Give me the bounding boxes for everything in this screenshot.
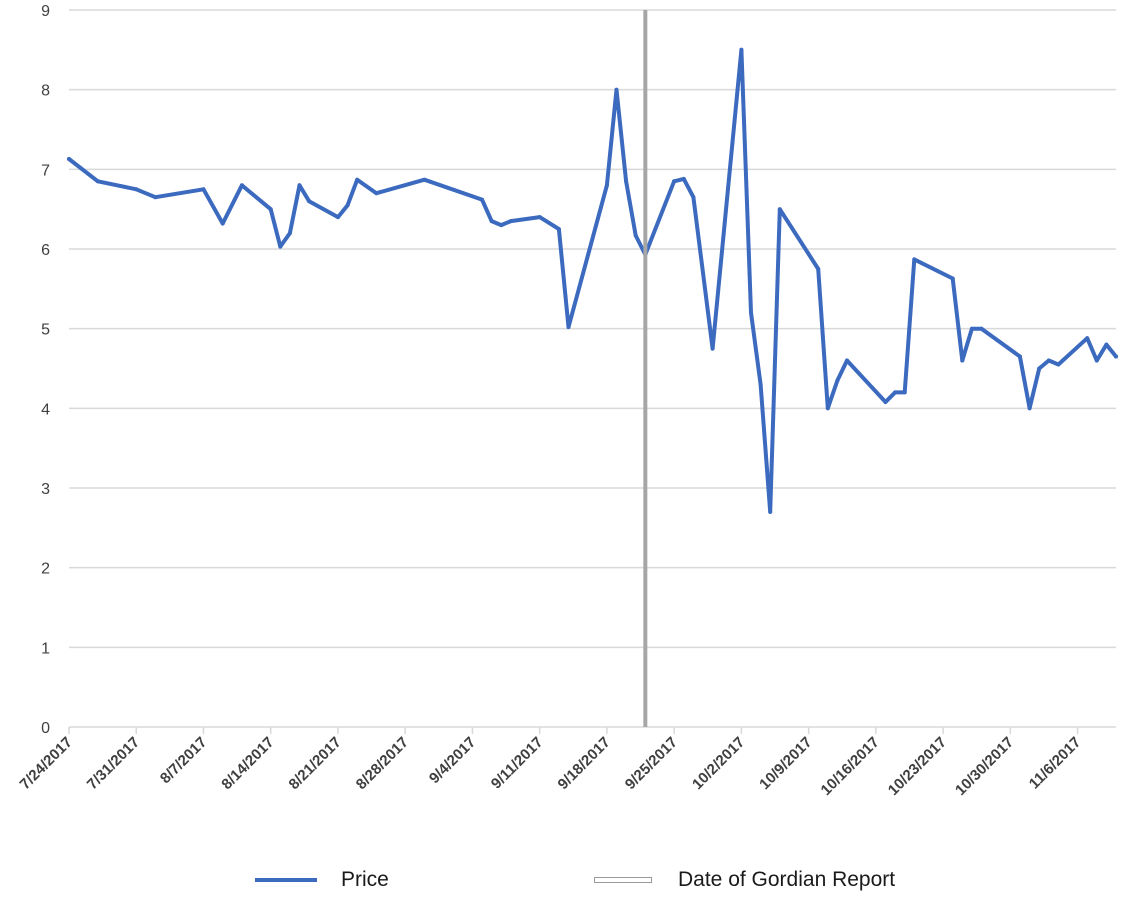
data-point xyxy=(355,177,360,182)
x-tick-label: 10/30/2017 xyxy=(952,734,1017,799)
x-tick-label: 8/14/2017 xyxy=(218,734,277,793)
data-point xyxy=(739,47,744,52)
data-point xyxy=(336,215,340,220)
data-point xyxy=(556,227,561,232)
data-point xyxy=(749,310,753,315)
y-tick-label: 6 xyxy=(41,242,50,259)
x-tick-label: 11/6/2017 xyxy=(1026,734,1085,793)
data-point xyxy=(278,244,283,249)
data-point xyxy=(893,390,898,395)
gridlines xyxy=(69,9,1116,728)
data-point xyxy=(960,358,965,363)
data-point xyxy=(95,179,100,184)
data-point xyxy=(297,183,302,188)
data-point xyxy=(768,509,773,514)
y-tick-label: 5 xyxy=(41,322,50,339)
data-point xyxy=(691,195,696,200)
data-point xyxy=(758,382,763,387)
data-point xyxy=(499,223,504,228)
x-tick-label: 10/16/2017 xyxy=(818,734,883,799)
data-point xyxy=(681,176,686,181)
y-tick-label: 7 xyxy=(41,162,50,179)
data-point xyxy=(307,199,312,204)
data-point xyxy=(1037,366,1042,371)
data-point xyxy=(67,157,71,161)
data-point xyxy=(1027,406,1032,411)
data-point xyxy=(480,197,484,202)
data-point xyxy=(883,400,888,404)
x-tick-label: 7/24/2017 xyxy=(17,734,76,793)
data-point xyxy=(710,346,715,351)
data-point xyxy=(816,266,821,271)
data-point xyxy=(1056,362,1061,367)
data-point xyxy=(134,187,139,192)
data-point xyxy=(672,179,677,184)
x-tick-label: 8/28/2017 xyxy=(353,734,412,793)
legend-label-gordian-report: Date of Gordian Report xyxy=(678,868,896,891)
legend: Price Date of Gordian Report xyxy=(0,868,1121,898)
line-chart: 0 1 2 3 4 5 6 7 8 9 7/24/2017 7/31/2017 8/7/2017 8/1… xyxy=(17,3,1118,799)
data-point xyxy=(489,219,494,224)
x-axis-ticks: 7/24/2017 7/31/2017 8/7/2017 8/14/2017 8/21/… xyxy=(17,727,1085,799)
data-point xyxy=(614,87,619,92)
data-point xyxy=(268,207,273,212)
data-point xyxy=(1114,354,1118,359)
data-point xyxy=(537,215,542,220)
y-tick-label: 3 xyxy=(41,481,50,498)
x-tick-label: 10/23/2017 xyxy=(885,734,950,799)
data-point xyxy=(902,390,907,395)
data-point xyxy=(220,221,225,226)
legend-swatch-gordian-report xyxy=(594,877,652,883)
x-tick-label: 8/21/2017 xyxy=(286,734,345,793)
x-tick-label: 10/9/2017 xyxy=(756,734,815,793)
y-tick-label: 0 xyxy=(41,720,50,737)
data-point xyxy=(633,233,638,238)
data-point xyxy=(374,191,379,196)
legend-item-price: Price xyxy=(255,868,389,892)
data-point xyxy=(566,325,571,330)
y-tick-label: 9 xyxy=(41,3,50,20)
data-point xyxy=(1094,358,1099,363)
data-point xyxy=(1046,358,1051,363)
x-tick-label: 10/2/2017 xyxy=(689,734,748,793)
data-point xyxy=(912,257,917,262)
x-tick-label: 9/25/2017 xyxy=(622,734,681,793)
data-point xyxy=(239,183,244,188)
y-tick-label: 8 xyxy=(41,83,50,100)
legend-swatch-price xyxy=(255,878,317,882)
y-axis-ticks: 0 1 2 3 4 5 6 7 8 9 xyxy=(41,3,50,737)
data-point xyxy=(845,358,849,363)
data-point xyxy=(508,219,513,224)
x-tick-label: 8/7/2017 xyxy=(157,734,210,787)
data-point xyxy=(1017,354,1022,359)
data-point xyxy=(979,326,984,331)
x-tick-label: 7/31/2017 xyxy=(84,734,143,793)
data-point xyxy=(201,187,206,192)
data-point xyxy=(835,378,840,383)
x-tick-label: 9/18/2017 xyxy=(555,734,614,793)
series-group xyxy=(67,47,1118,514)
data-point xyxy=(1104,342,1109,347)
data-point xyxy=(345,203,350,208)
data-point xyxy=(624,179,629,184)
data-point xyxy=(153,195,158,200)
data-point xyxy=(1085,336,1090,341)
y-tick-label: 4 xyxy=(41,401,50,418)
x-tick-label: 9/4/2017 xyxy=(426,734,479,787)
data-point xyxy=(825,406,830,411)
data-point xyxy=(950,276,955,281)
data-point xyxy=(604,183,609,188)
data-point xyxy=(287,231,292,236)
series-line-price xyxy=(67,47,1118,514)
data-point xyxy=(422,177,427,182)
data-point xyxy=(777,207,782,212)
y-tick-label: 1 xyxy=(41,640,50,657)
x-tick-label: 9/11/2017 xyxy=(488,734,547,793)
legend-label-price: Price xyxy=(341,868,389,891)
data-point xyxy=(969,326,974,331)
legend-item-gordian-report: Date of Gordian Report xyxy=(594,868,895,892)
y-tick-label: 2 xyxy=(41,561,50,578)
